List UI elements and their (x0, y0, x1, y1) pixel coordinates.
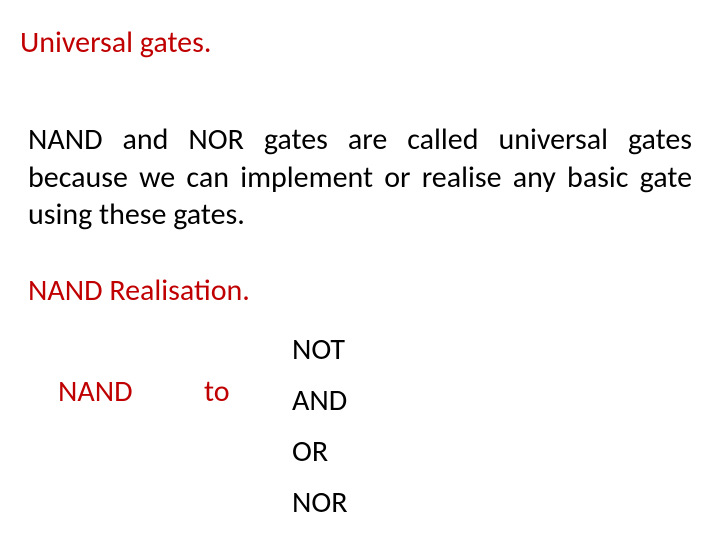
sub-heading: NAND Realisation. (28, 272, 692, 309)
to-label: to (204, 373, 230, 410)
gate-item-and: AND (292, 382, 348, 419)
gate-item-not: NOT (292, 331, 348, 368)
gate-item-nor: NOR (292, 484, 348, 521)
realisation-block: NAND to NOT AND OR NOR (28, 331, 692, 511)
gate-item-or: OR (292, 433, 348, 470)
body-paragraph: NAND and NOR gates are called universal … (28, 121, 692, 234)
target-gate-list: NOT AND OR NOR (292, 331, 348, 535)
slide-container: Universal gates. NAND and NOR gates are … (0, 0, 720, 540)
slide-title: Universal gates. (20, 24, 692, 61)
source-label: NAND (58, 373, 133, 410)
